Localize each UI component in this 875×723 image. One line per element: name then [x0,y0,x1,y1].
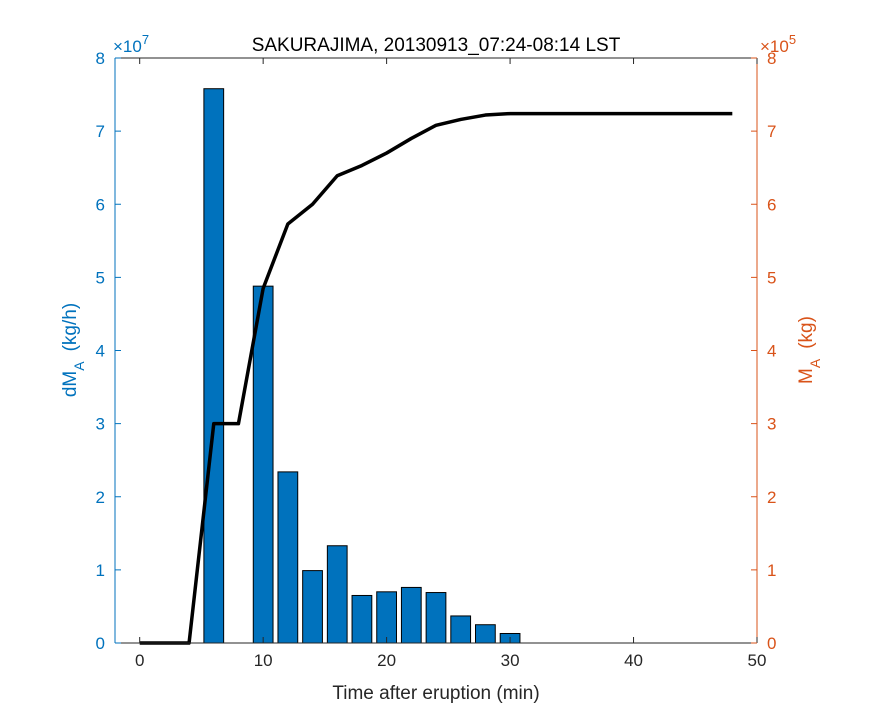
right-tick-label: 7 [767,122,776,141]
bar [277,471,299,644]
chart-title: SAKURAJIMA, 20130913_07:24-08:14 LST [252,35,621,56]
left-tick-label: 7 [96,122,105,141]
right-tick-label: 2 [767,488,776,507]
bar [302,570,323,644]
x-axis-label: Time after eruption (min) [332,683,539,704]
left-tick-label: 5 [96,268,105,287]
bar [376,591,397,644]
left-tick-label: 0 [96,634,105,653]
bar [252,285,274,644]
left-tick-label: 4 [96,342,105,361]
x-tick-label: 10 [254,651,273,670]
bar [450,615,472,644]
x-tick-label: 30 [501,651,520,670]
cumulative-line [139,111,733,645]
left-tick-label: 8 [96,49,105,68]
left-tick-label: 2 [96,488,105,507]
left-tick-label: 6 [96,195,105,214]
right-tick-label: 5 [767,268,776,287]
x-tick-label: 40 [624,651,643,670]
left-axis-label: dMA(kg/h) [60,303,87,397]
left-tick-label: 1 [96,561,105,580]
x-tick-label: 50 [748,651,767,670]
right-tick-label: 4 [767,342,776,361]
right-tick-label: 6 [767,195,776,214]
x-tick-label: 20 [377,651,396,670]
bar-series [203,88,521,644]
labels: SAKURAJIMA, 20130913_07:24-08:14 LST Tim… [60,32,823,704]
bar [203,88,225,644]
bar [475,624,496,644]
bar [351,594,373,644]
bar [326,545,348,644]
right-tick-label: 8 [767,49,776,68]
right-axis-multiplier: ×105 [760,32,796,56]
x-tick-label: 0 [135,651,144,670]
left-tick-label: 3 [96,415,105,434]
right-tick-label: 1 [767,561,776,580]
bar [400,586,422,644]
left-axis-multiplier: ×107 [113,32,149,56]
bar [425,592,447,644]
right-axis-label: MA(kg) [796,316,823,384]
right-tick-label: 0 [767,634,776,653]
line-series [139,111,733,645]
right-tick-label: 3 [767,415,776,434]
